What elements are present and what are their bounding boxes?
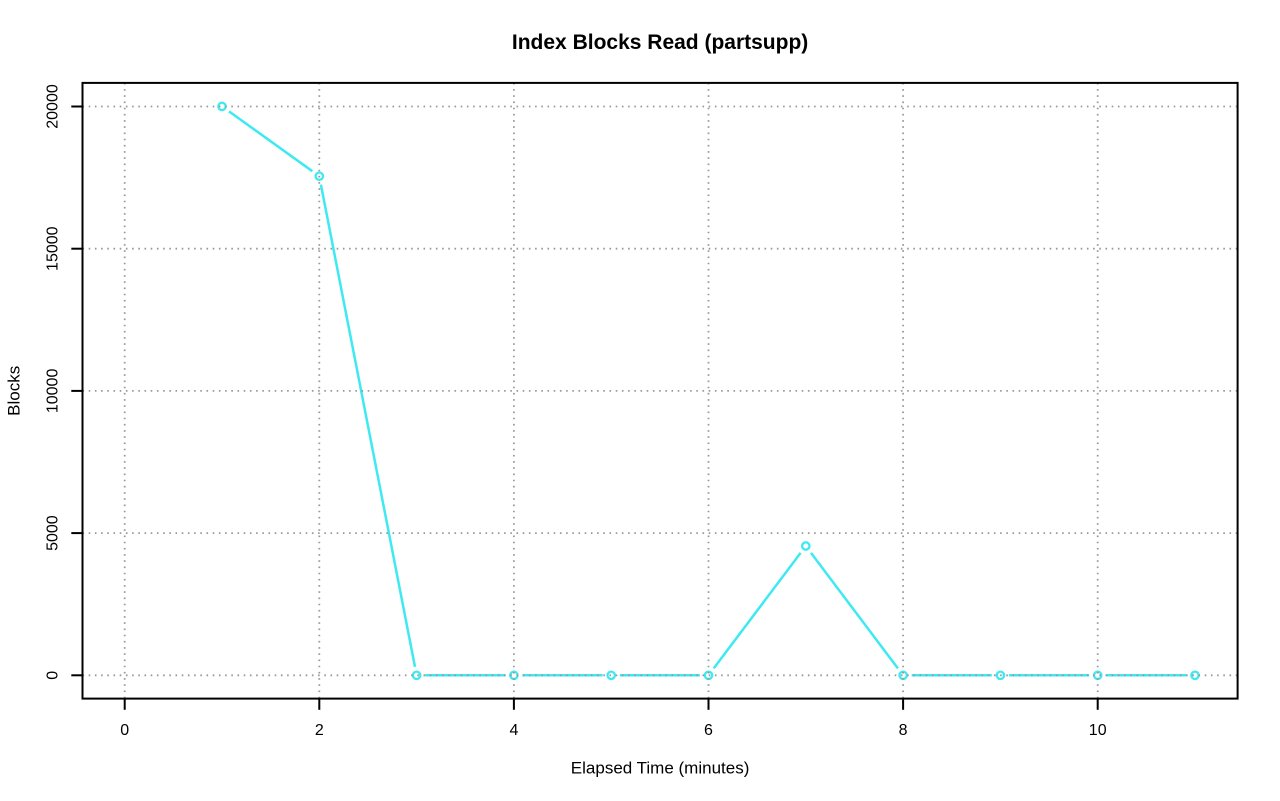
svg-text:20000: 20000 xyxy=(45,84,62,129)
svg-text:5000: 5000 xyxy=(45,515,62,551)
svg-text:0: 0 xyxy=(120,722,129,739)
svg-text:8: 8 xyxy=(899,722,908,739)
svg-text:Elapsed Time (minutes): Elapsed Time (minutes) xyxy=(571,758,750,777)
svg-text:Index Blocks Read (partsupp): Index Blocks Read (partsupp) xyxy=(512,31,808,54)
svg-text:15000: 15000 xyxy=(45,226,62,271)
svg-text:6: 6 xyxy=(704,722,713,739)
svg-text:Blocks: Blocks xyxy=(5,366,24,416)
svg-text:0: 0 xyxy=(45,671,62,680)
svg-text:2: 2 xyxy=(315,722,324,739)
svg-text:4: 4 xyxy=(509,722,518,739)
svg-text:10000: 10000 xyxy=(45,369,62,414)
svg-text:10: 10 xyxy=(1089,722,1107,739)
